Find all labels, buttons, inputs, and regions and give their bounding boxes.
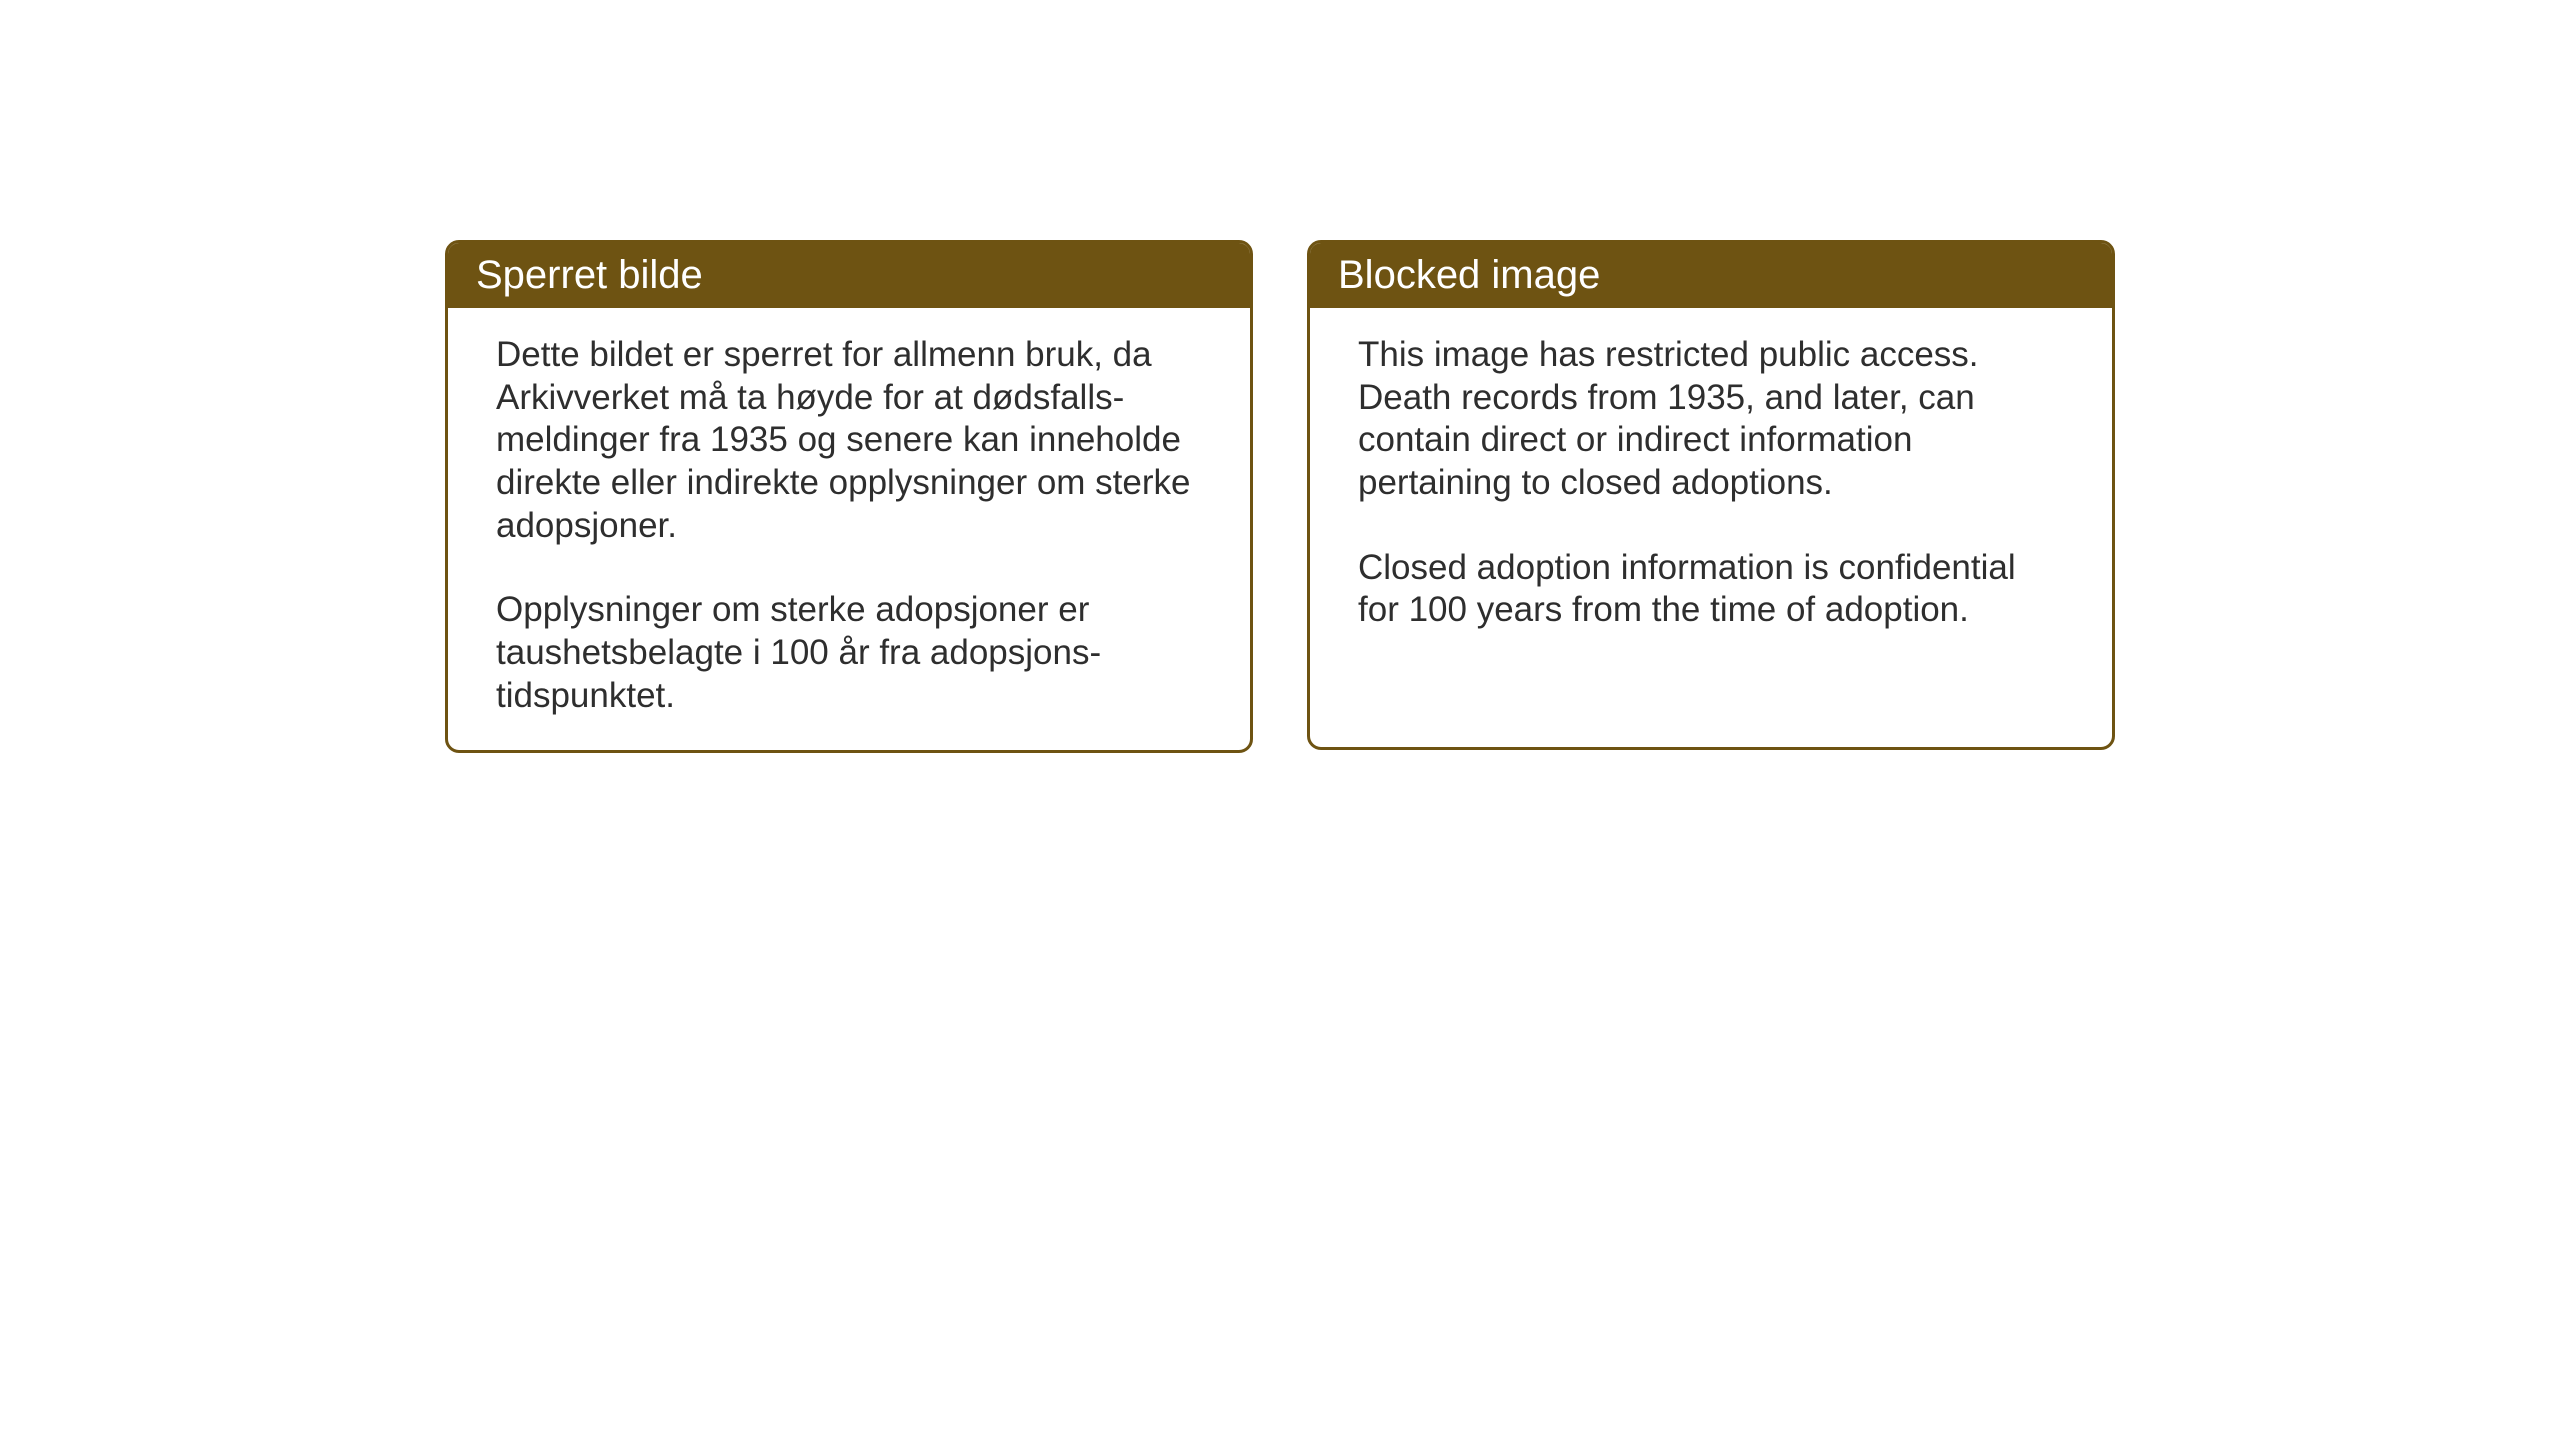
notice-body-norwegian: Dette bildet er sperret for allmenn bruk… <box>448 308 1250 750</box>
notice-title-english: Blocked image <box>1338 253 1600 297</box>
notice-paragraph-english-1: This image has restricted public access.… <box>1358 334 2064 505</box>
notice-paragraph-norwegian-2: Opplysninger om sterke adopsjoner er tau… <box>496 589 1202 717</box>
notice-title-norwegian: Sperret bilde <box>476 253 703 297</box>
notice-card-english: Blocked image This image has restricted … <box>1307 240 2115 750</box>
notice-container: Sperret bilde Dette bildet er sperret fo… <box>445 240 2115 753</box>
notice-paragraph-english-2: Closed adoption information is confident… <box>1358 547 2064 632</box>
notice-card-norwegian: Sperret bilde Dette bildet er sperret fo… <box>445 240 1253 753</box>
notice-paragraph-norwegian-1: Dette bildet er sperret for allmenn bruk… <box>496 334 1202 547</box>
notice-header-norwegian: Sperret bilde <box>448 243 1250 308</box>
notice-header-english: Blocked image <box>1310 243 2112 308</box>
notice-body-english: This image has restricted public access.… <box>1310 308 2112 664</box>
